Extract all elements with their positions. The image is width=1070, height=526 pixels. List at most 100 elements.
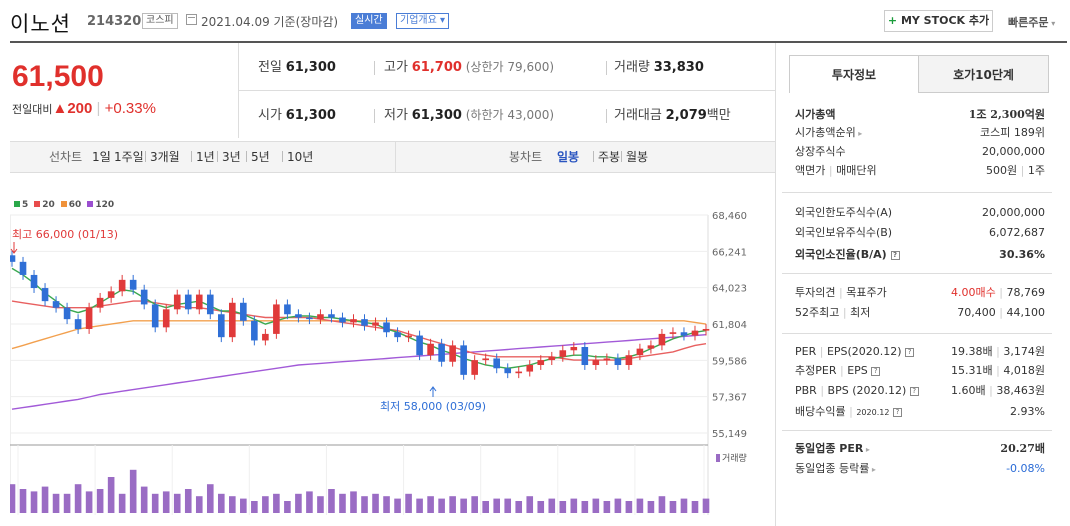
candle	[526, 365, 534, 372]
volume-bar	[173, 493, 181, 513]
volume-value: 33,830	[653, 60, 704, 75]
plus-icon: +	[887, 14, 898, 27]
volume-bar	[669, 501, 677, 513]
open-label: 시가	[258, 108, 282, 123]
header-divider	[10, 41, 1067, 43]
period-link[interactable]: 10년	[287, 150, 314, 164]
volume-bar	[118, 493, 126, 513]
realtime-button[interactable]: 실시간	[351, 13, 387, 29]
candle	[85, 307, 93, 329]
prev-value: 61,300	[285, 60, 336, 75]
candle	[570, 347, 578, 351]
low-annotation: 최저 58,000 (03/09)	[380, 400, 486, 413]
candle	[195, 294, 203, 310]
industry-change-label-text: 동일업종 등락률	[795, 462, 870, 475]
eps-label: EPS(2020.12)	[826, 345, 902, 358]
current-price: 61,500	[12, 60, 104, 93]
est-eps-value: 4,018원	[1003, 364, 1045, 377]
add-mystock-button[interactable]: + MY STOCK 추가	[884, 10, 993, 32]
opinion-label: 투자의견	[795, 286, 836, 299]
period-link[interactable]: 1주일	[114, 150, 144, 164]
candle	[328, 314, 335, 318]
candle	[41, 288, 49, 302]
quote-divider	[239, 90, 775, 91]
price-chart[interactable]: 68,460 66,241 64,023 61,804 59,586 57,367 55,1…	[10, 195, 775, 515]
period-link[interactable]: 3개월	[150, 150, 180, 164]
company-name: 이노션	[10, 12, 71, 36]
candle	[647, 345, 655, 349]
volume-bar	[339, 493, 346, 513]
candle	[118, 279, 126, 292]
low-price: 저가 61,300 (하한가 43,000)	[384, 105, 554, 125]
face-row: 액면가 | 매매단위 500원 | 1주	[795, 164, 1045, 177]
period-link[interactable]: 일봉	[557, 150, 580, 164]
ma120-line	[11, 334, 707, 410]
volume-bar	[184, 489, 192, 513]
tab-hoga[interactable]: 호가10단계	[918, 55, 1049, 93]
industry-change-row[interactable]: 동일업종 등락률 ▸ -0.08%	[795, 460, 1045, 478]
help-icon[interactable]: ?	[871, 366, 881, 376]
period-link[interactable]: 5년	[251, 150, 270, 164]
candle	[504, 368, 512, 374]
prev-close: 전일 61,300	[258, 57, 336, 77]
opinion-row: 투자의견 | 목표주가 4.00매수 | 78,769	[795, 286, 1045, 299]
separator	[191, 151, 192, 162]
y-tick-label: 68,460	[712, 211, 747, 222]
period-link[interactable]: 3년	[222, 150, 241, 164]
volume-bar	[52, 493, 60, 513]
rank-row[interactable]: 시가총액순위 ▸ 코스피 189위	[795, 124, 1045, 142]
period-link[interactable]: 1일	[92, 150, 111, 164]
volume-bar	[295, 493, 302, 513]
candle	[251, 320, 258, 341]
y-tick-label: 66,241	[712, 247, 747, 258]
volume-bar	[680, 498, 688, 513]
volume-bar	[206, 484, 214, 513]
volume-bar	[515, 501, 523, 513]
help-icon[interactable]: ?	[905, 347, 915, 357]
stock-code: 214320	[87, 14, 142, 29]
rank-label-text: 시가총액순위	[795, 126, 856, 139]
per-row: PER | EPS(2020.12) ? 19.38배 | 3,174원	[795, 345, 1045, 358]
candle	[63, 307, 71, 320]
period-link[interactable]: 주봉	[598, 150, 621, 164]
candle	[537, 360, 545, 366]
mcap-label: 시가총액	[795, 108, 836, 121]
candle	[691, 330, 699, 336]
overview-dropdown[interactable]: 기업개요 ▾	[396, 13, 450, 29]
candle	[581, 347, 589, 366]
foreign-ratio-label: 외국인소진율(B/A) ?	[795, 246, 900, 264]
help-icon[interactable]: ?	[890, 250, 900, 260]
industry-per-row[interactable]: 동일업종 PER ▸ 20.27배	[795, 440, 1045, 458]
candle	[129, 279, 137, 290]
period-link[interactable]: 1년	[196, 150, 215, 164]
legend-swatch	[60, 201, 67, 207]
volume-bar	[284, 501, 291, 513]
panel-divider	[775, 43, 776, 526]
volume-bar	[383, 496, 390, 513]
quick-order-button[interactable]: 빠른주문 ▾	[1008, 14, 1055, 30]
volume-bar	[471, 496, 478, 513]
candle	[96, 297, 104, 308]
tab-invest-info[interactable]: 투자정보	[789, 55, 919, 93]
open-price: 시가 61,300	[258, 105, 336, 125]
face-label: 액면가	[795, 164, 826, 177]
dividend-value: 2.93%	[1010, 405, 1045, 418]
period-link[interactable]: 월봉	[626, 150, 649, 164]
candle	[240, 302, 247, 321]
face-value: 500원	[986, 164, 1018, 177]
high-value: 61,700	[411, 60, 462, 75]
help-icon[interactable]: ?	[909, 386, 919, 396]
candle	[140, 289, 148, 305]
candle	[52, 301, 60, 308]
candle	[438, 343, 445, 362]
help-icon[interactable]: ?	[892, 407, 902, 417]
lower-limit: (하한가 43,000)	[465, 108, 555, 122]
chevron-right-icon: ▸	[863, 445, 870, 454]
volume-bar	[614, 498, 622, 513]
candle	[206, 294, 214, 315]
separator	[282, 151, 283, 162]
candle	[151, 304, 159, 328]
separator	[621, 151, 622, 162]
bps-value: 38,463원	[996, 384, 1045, 397]
candle	[636, 348, 644, 356]
